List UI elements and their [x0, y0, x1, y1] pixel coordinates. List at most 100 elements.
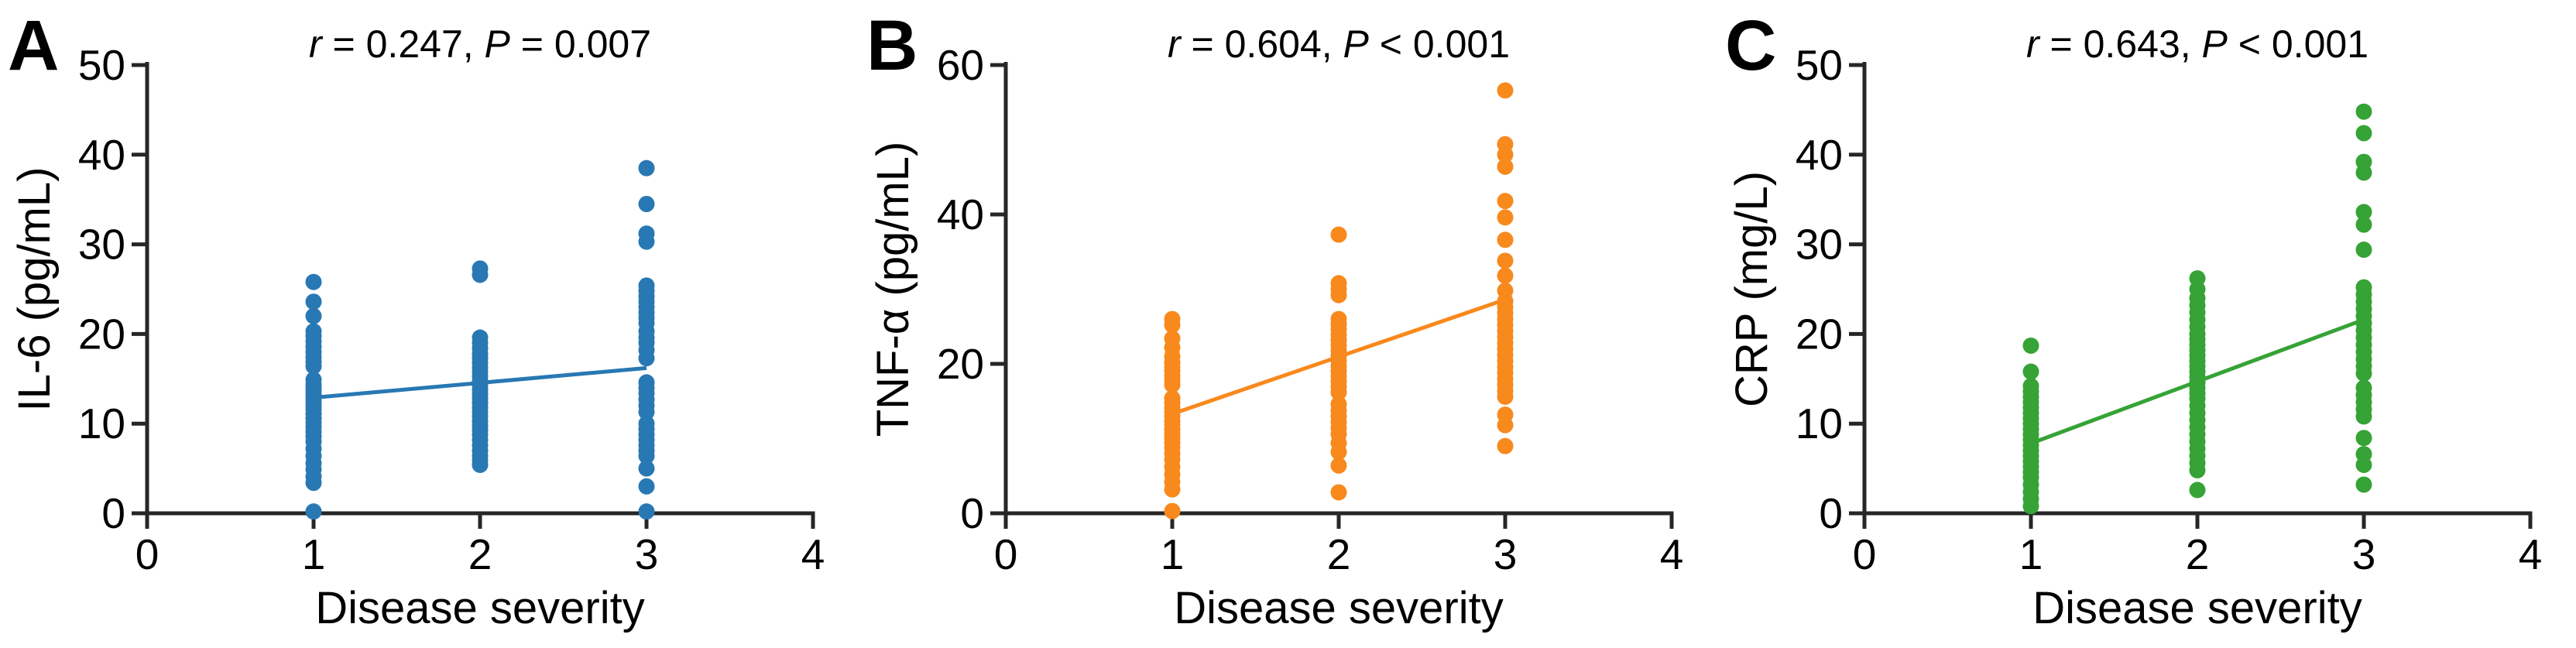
panel-title: r = 0.643, P < 0.001 [2026, 22, 2368, 66]
x-axis-title: Disease severity [315, 583, 644, 633]
data-point [638, 225, 655, 242]
data-point [2355, 153, 2372, 170]
x-tick-label: 4 [1660, 530, 1684, 578]
data-point [1164, 310, 1181, 327]
data-point [1330, 484, 1347, 501]
x-tick-label: 1 [2019, 530, 2043, 578]
y-axis-title: TNF-α (pg/mL) [868, 142, 918, 437]
data-point [1497, 209, 1514, 226]
data-point [638, 159, 655, 177]
x-tick-label: 2 [1327, 530, 1351, 578]
data-point [305, 323, 322, 340]
y-tick-label: 20 [78, 310, 125, 358]
data-point [472, 329, 489, 346]
data-point [1164, 502, 1181, 519]
y-axis-title: IL-6 (pg/mL) [9, 167, 60, 412]
data-point [1330, 396, 1347, 413]
data-point [1164, 389, 1181, 406]
y-tick-label: 50 [78, 41, 125, 89]
data-point [638, 460, 655, 477]
data-point [1497, 267, 1514, 284]
data-point [638, 478, 655, 495]
y-tick-label: 20 [937, 340, 984, 388]
x-tick-label: 4 [2519, 530, 2543, 578]
panel-title: r = 0.604, P < 0.001 [1168, 22, 1510, 66]
x-tick-label: 3 [635, 530, 659, 578]
x-axis-title: Disease severity [2032, 583, 2362, 633]
panel-title: r = 0.247, P = 0.007 [309, 22, 651, 66]
data-point [638, 277, 655, 294]
data-point [1330, 226, 1347, 243]
data-point [305, 371, 322, 388]
y-tick-label: 40 [937, 190, 984, 238]
data-point [2355, 476, 2372, 493]
trend-line [313, 365, 647, 400]
x-axis-title: Disease severity [1174, 583, 1503, 633]
y-axis-title: CRP (mg/L) [1727, 171, 1777, 407]
panel-label: B [866, 6, 918, 85]
trend-line [2030, 317, 2365, 446]
x-tick-label: 0 [1853, 530, 1877, 578]
y-tick-label: 10 [1796, 399, 1843, 447]
data-point [1330, 310, 1347, 327]
x-tick-label: 1 [1161, 530, 1185, 578]
x-tick-label: 2 [2186, 530, 2210, 578]
x-tick-label: 1 [302, 530, 326, 578]
y-tick-label: 0 [101, 489, 125, 537]
x-tick-label: 0 [135, 530, 159, 578]
data-point [1497, 406, 1514, 423]
data-point [1497, 82, 1514, 99]
y-tick-label: 30 [78, 221, 125, 269]
data-point [2355, 103, 2372, 120]
data-point [638, 503, 655, 520]
data-point [1497, 158, 1514, 175]
y-tick-label: 20 [1796, 310, 1843, 358]
y-tick-label: 30 [1796, 221, 1843, 269]
data-point [1330, 457, 1347, 474]
y-tick-label: 0 [1819, 489, 1843, 537]
data-point [2355, 430, 2372, 447]
data-point [1330, 275, 1347, 292]
data-point [2022, 363, 2039, 380]
data-point [2355, 279, 2372, 296]
y-tick-label: 40 [78, 131, 125, 179]
data-point [472, 260, 489, 277]
data-point [305, 503, 322, 520]
data-point [1497, 193, 1514, 210]
data-point [2355, 242, 2372, 259]
data-point [305, 293, 322, 310]
trend-line [1171, 297, 1506, 417]
data-point [2189, 270, 2206, 287]
data-point [1497, 437, 1514, 454]
x-tick-label: 0 [994, 530, 1018, 578]
panel-label: C [1725, 6, 1776, 85]
data-point [2022, 378, 2039, 395]
data-point [638, 195, 655, 212]
y-tick-label: 50 [1796, 41, 1843, 89]
data-point [2355, 216, 2372, 233]
data-point [638, 415, 655, 432]
y-tick-label: 10 [78, 399, 125, 447]
data-point [2355, 204, 2372, 221]
data-point [1164, 330, 1181, 347]
x-tick-label: 4 [801, 530, 825, 578]
data-point [1497, 282, 1514, 299]
data-point [1497, 231, 1514, 249]
data-point [305, 273, 322, 290]
panel-label: A [8, 6, 59, 85]
data-point [2355, 379, 2372, 396]
data-point [1497, 252, 1514, 269]
data-point [2355, 125, 2372, 142]
data-point [2355, 446, 2372, 463]
data-point [305, 307, 322, 324]
y-tick-label: 0 [960, 489, 984, 537]
data-point [1497, 135, 1514, 153]
data-point [2022, 337, 2039, 354]
x-tick-label: 2 [468, 530, 492, 578]
